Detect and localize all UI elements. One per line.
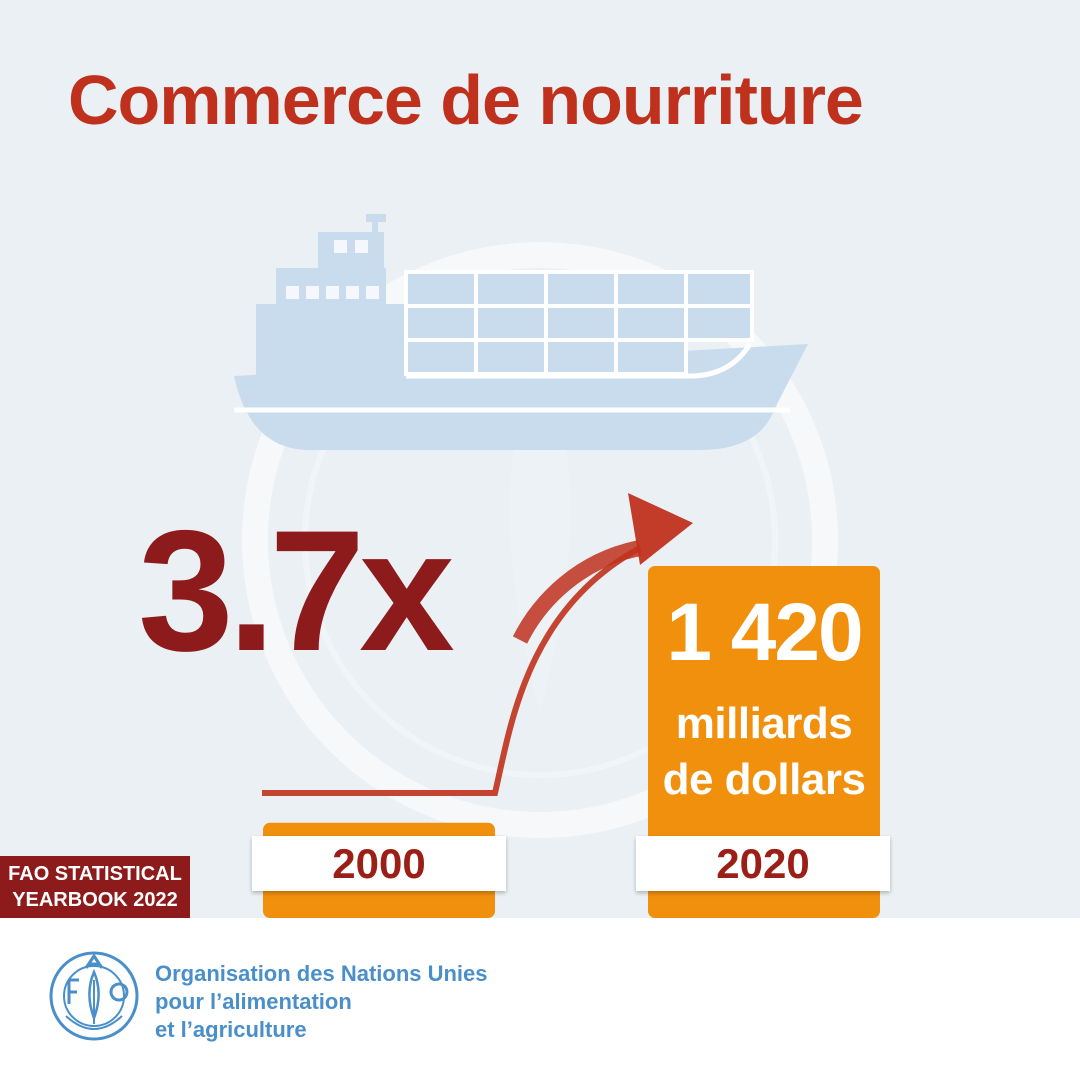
org-line-3: et l’agriculture [155, 1017, 307, 1042]
growth-multiplier: 3.7x [138, 495, 455, 687]
tick-label-2020: 2020 [636, 836, 890, 891]
arrow-head [628, 493, 693, 565]
tick-label-2000: 2000 [252, 836, 506, 891]
cargo-ship-icon [234, 214, 808, 450]
bar-value-unit: milliards de dollars [648, 696, 880, 808]
badge-line-2: YEARBOOK 2022 [12, 889, 178, 911]
bar-value-2020: 1 420 [666, 587, 863, 678]
unit-line-1: milliards [675, 699, 853, 748]
background-upper [0, 0, 1080, 918]
organization-name: Organisation des Nations Unies pour l’al… [155, 960, 488, 1044]
yearbook-badge: FAO STATISTICAL YEARBOOK 2022 [0, 856, 190, 918]
org-line-1: Organisation des Nations Unies [155, 961, 488, 986]
growth-arrow-icon [262, 545, 642, 796]
bar-chart [262, 493, 880, 918]
background-lower [0, 918, 1080, 1080]
badge-line-1: FAO STATISTICAL [8, 863, 182, 885]
unit-line-2: de dollars [662, 755, 866, 804]
org-line-2: pour l’alimentation [155, 989, 352, 1014]
fao-logo-icon [49, 951, 139, 1041]
page-title: Commerce de nourriture [68, 61, 864, 139]
bar-2020 [648, 566, 880, 918]
